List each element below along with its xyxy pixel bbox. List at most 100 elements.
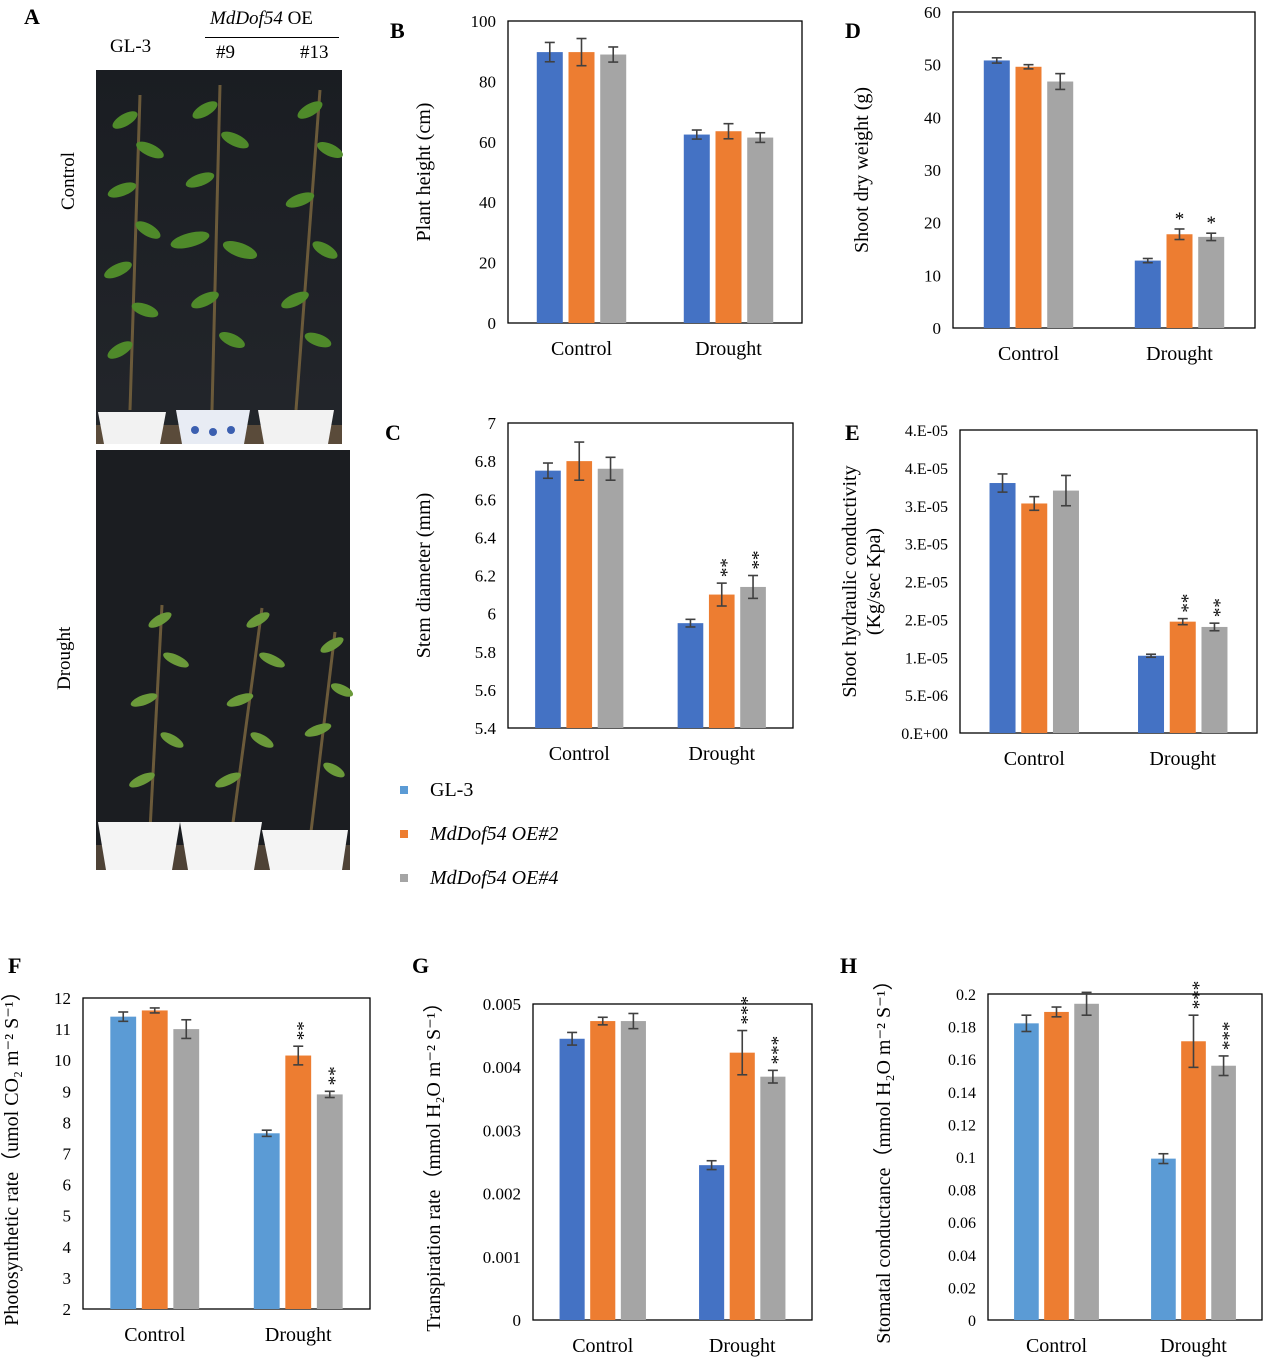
x-category-label: Control: [572, 1335, 634, 1357]
bar: [566, 461, 593, 728]
y-tick-label: 0.04: [948, 1248, 976, 1265]
panel-letter-d: D: [845, 18, 861, 43]
y-axis-label: Transpiration rate（mmol H₂O m⁻² S⁻¹）: [422, 992, 445, 1331]
bar: [590, 1021, 616, 1320]
y-axis-label: Plant height (cm): [413, 103, 435, 242]
y-tick-label: 5.8: [475, 643, 496, 662]
y-tick-label: 6.8: [475, 452, 496, 471]
panel-letter-g: G: [412, 953, 429, 978]
y-tick-label: 0: [968, 1313, 976, 1330]
bar: [1074, 1003, 1099, 1320]
y-tick-label: 5.E-06: [905, 688, 948, 705]
chart-panel-f: F 2 3 4 5 6 7 8 9 10 11 12 Control Drought ** ** Photosy…: [0, 953, 371, 1346]
bar: [983, 60, 1010, 328]
significance-label: **: [748, 551, 769, 570]
y-tick-label: 5.6: [475, 681, 496, 700]
y-tick-label: 1.E-05: [905, 650, 948, 667]
photo-label-oe: MdDof54 OE: [210, 8, 313, 30]
y-tick-label: 0.002: [483, 1185, 521, 1204]
y-tick-label: 9: [63, 1082, 72, 1101]
x-category-label: Drought: [1149, 748, 1216, 770]
bar: [683, 134, 710, 323]
bar: [715, 131, 742, 323]
significance-label: **: [294, 1021, 315, 1040]
bar: [597, 468, 624, 728]
x-category-label: Control: [549, 743, 611, 765]
bar: [141, 1010, 168, 1309]
chart-panel-b: B 0 20 40 60 80 100 Control Drought Plant height …: [390, 12, 803, 360]
bar: [600, 54, 627, 323]
bar: [285, 1055, 312, 1309]
significance-label: **: [1210, 598, 1231, 617]
significance-label: ***: [768, 1036, 789, 1065]
x-category-label: Drought: [265, 1324, 332, 1346]
y-tick-label: 11: [55, 1020, 71, 1039]
legend-label: MdDof54 OE#2: [429, 823, 558, 845]
y-tick-label: 7: [63, 1145, 72, 1164]
x-category-label: Control: [998, 343, 1060, 365]
x-category-label: Drought: [1146, 343, 1213, 365]
panel-letter-c: C: [385, 420, 401, 445]
legend-label: GL-3: [430, 779, 473, 801]
y-tick-label: 0.02: [948, 1280, 976, 1297]
y-tick-label: 6: [63, 1176, 72, 1195]
significance-label: ***: [738, 996, 759, 1025]
bar: [708, 594, 735, 728]
bar: [729, 1052, 755, 1320]
legend-swatch: [400, 786, 408, 794]
significance-label: **: [1178, 594, 1199, 613]
y-tick-label: 0.001: [483, 1248, 521, 1267]
bar: [1181, 1041, 1206, 1320]
y-tick-label: 0: [488, 314, 497, 333]
y-axis-label: Photosynthetic rate（umol CO₂ m⁻² S⁻¹）: [0, 981, 23, 1326]
bar: [747, 137, 774, 323]
y-tick-label: 8: [63, 1113, 72, 1132]
y-tick-label: 2.E-05: [905, 612, 948, 629]
y-tick-label: 4.E-05: [905, 461, 948, 478]
y-tick-label: 40: [479, 193, 496, 212]
significance-label: **: [325, 1066, 346, 1085]
significance-label: **: [717, 558, 738, 577]
y-tick-label: 0.003: [483, 1121, 521, 1140]
y-tick-label: 4: [63, 1238, 72, 1257]
y-tick-label: 4.E-05: [905, 423, 948, 440]
chart-panel-h: H 0 0.02 0.04 0.06 0.08 0.1 0.12 0.14 0.16 0.18 0.2…: [840, 953, 1263, 1357]
plot-frame: [507, 422, 794, 729]
y-tick-label: 5.4: [475, 719, 497, 738]
drought-plants: [96, 604, 354, 870]
y-tick-label: 2.E-05: [905, 575, 948, 592]
x-category-label: Drought: [1160, 1335, 1227, 1357]
y-tick-label: 6.4: [475, 528, 497, 547]
photo-label-gl3: GL-3: [110, 36, 152, 57]
panel-letter-b: B: [390, 18, 405, 43]
bar: [1044, 1011, 1069, 1320]
bar: [535, 470, 561, 728]
bar: [677, 623, 704, 728]
y-axis-label-units: (Kg/sec Kpa): [863, 528, 885, 635]
y-tick-label: 0.14: [948, 1085, 976, 1102]
chart-panel-d: D 0 10 20 30 40 50 60 Control Drought * * Shoot dry …: [845, 3, 1256, 365]
plot-frame: [532, 1003, 813, 1321]
significance-label: *: [1206, 213, 1216, 234]
photo-panel: A GL-3 MdDof54 OE #9 #13 Control Drought: [0, 0, 360, 880]
significance-label: ***: [1189, 981, 1210, 1010]
bar: [1166, 234, 1193, 328]
y-tick-label: 0.005: [483, 995, 521, 1014]
plot-frame: [959, 429, 1258, 734]
y-tick-label: 5: [63, 1207, 72, 1226]
y-tick-label: 0.004: [483, 1058, 522, 1077]
y-tick-label: 6: [488, 605, 497, 624]
x-category-label: Control: [551, 338, 613, 360]
y-tick-label: 6.6: [475, 490, 496, 509]
bar: [1211, 1065, 1236, 1320]
legend-swatch: [400, 830, 408, 838]
legend-swatch: [400, 874, 408, 882]
bar: [1014, 1023, 1039, 1320]
bar: [1047, 81, 1074, 329]
x-category-label: Control: [124, 1324, 186, 1346]
panel-letter-h: H: [840, 953, 857, 978]
plot-frame: [987, 993, 1263, 1321]
y-axis-label: Stomatal conductance（mmol H₂O m⁻² S⁻¹）: [872, 970, 895, 1343]
x-category-label: Drought: [709, 1335, 776, 1357]
